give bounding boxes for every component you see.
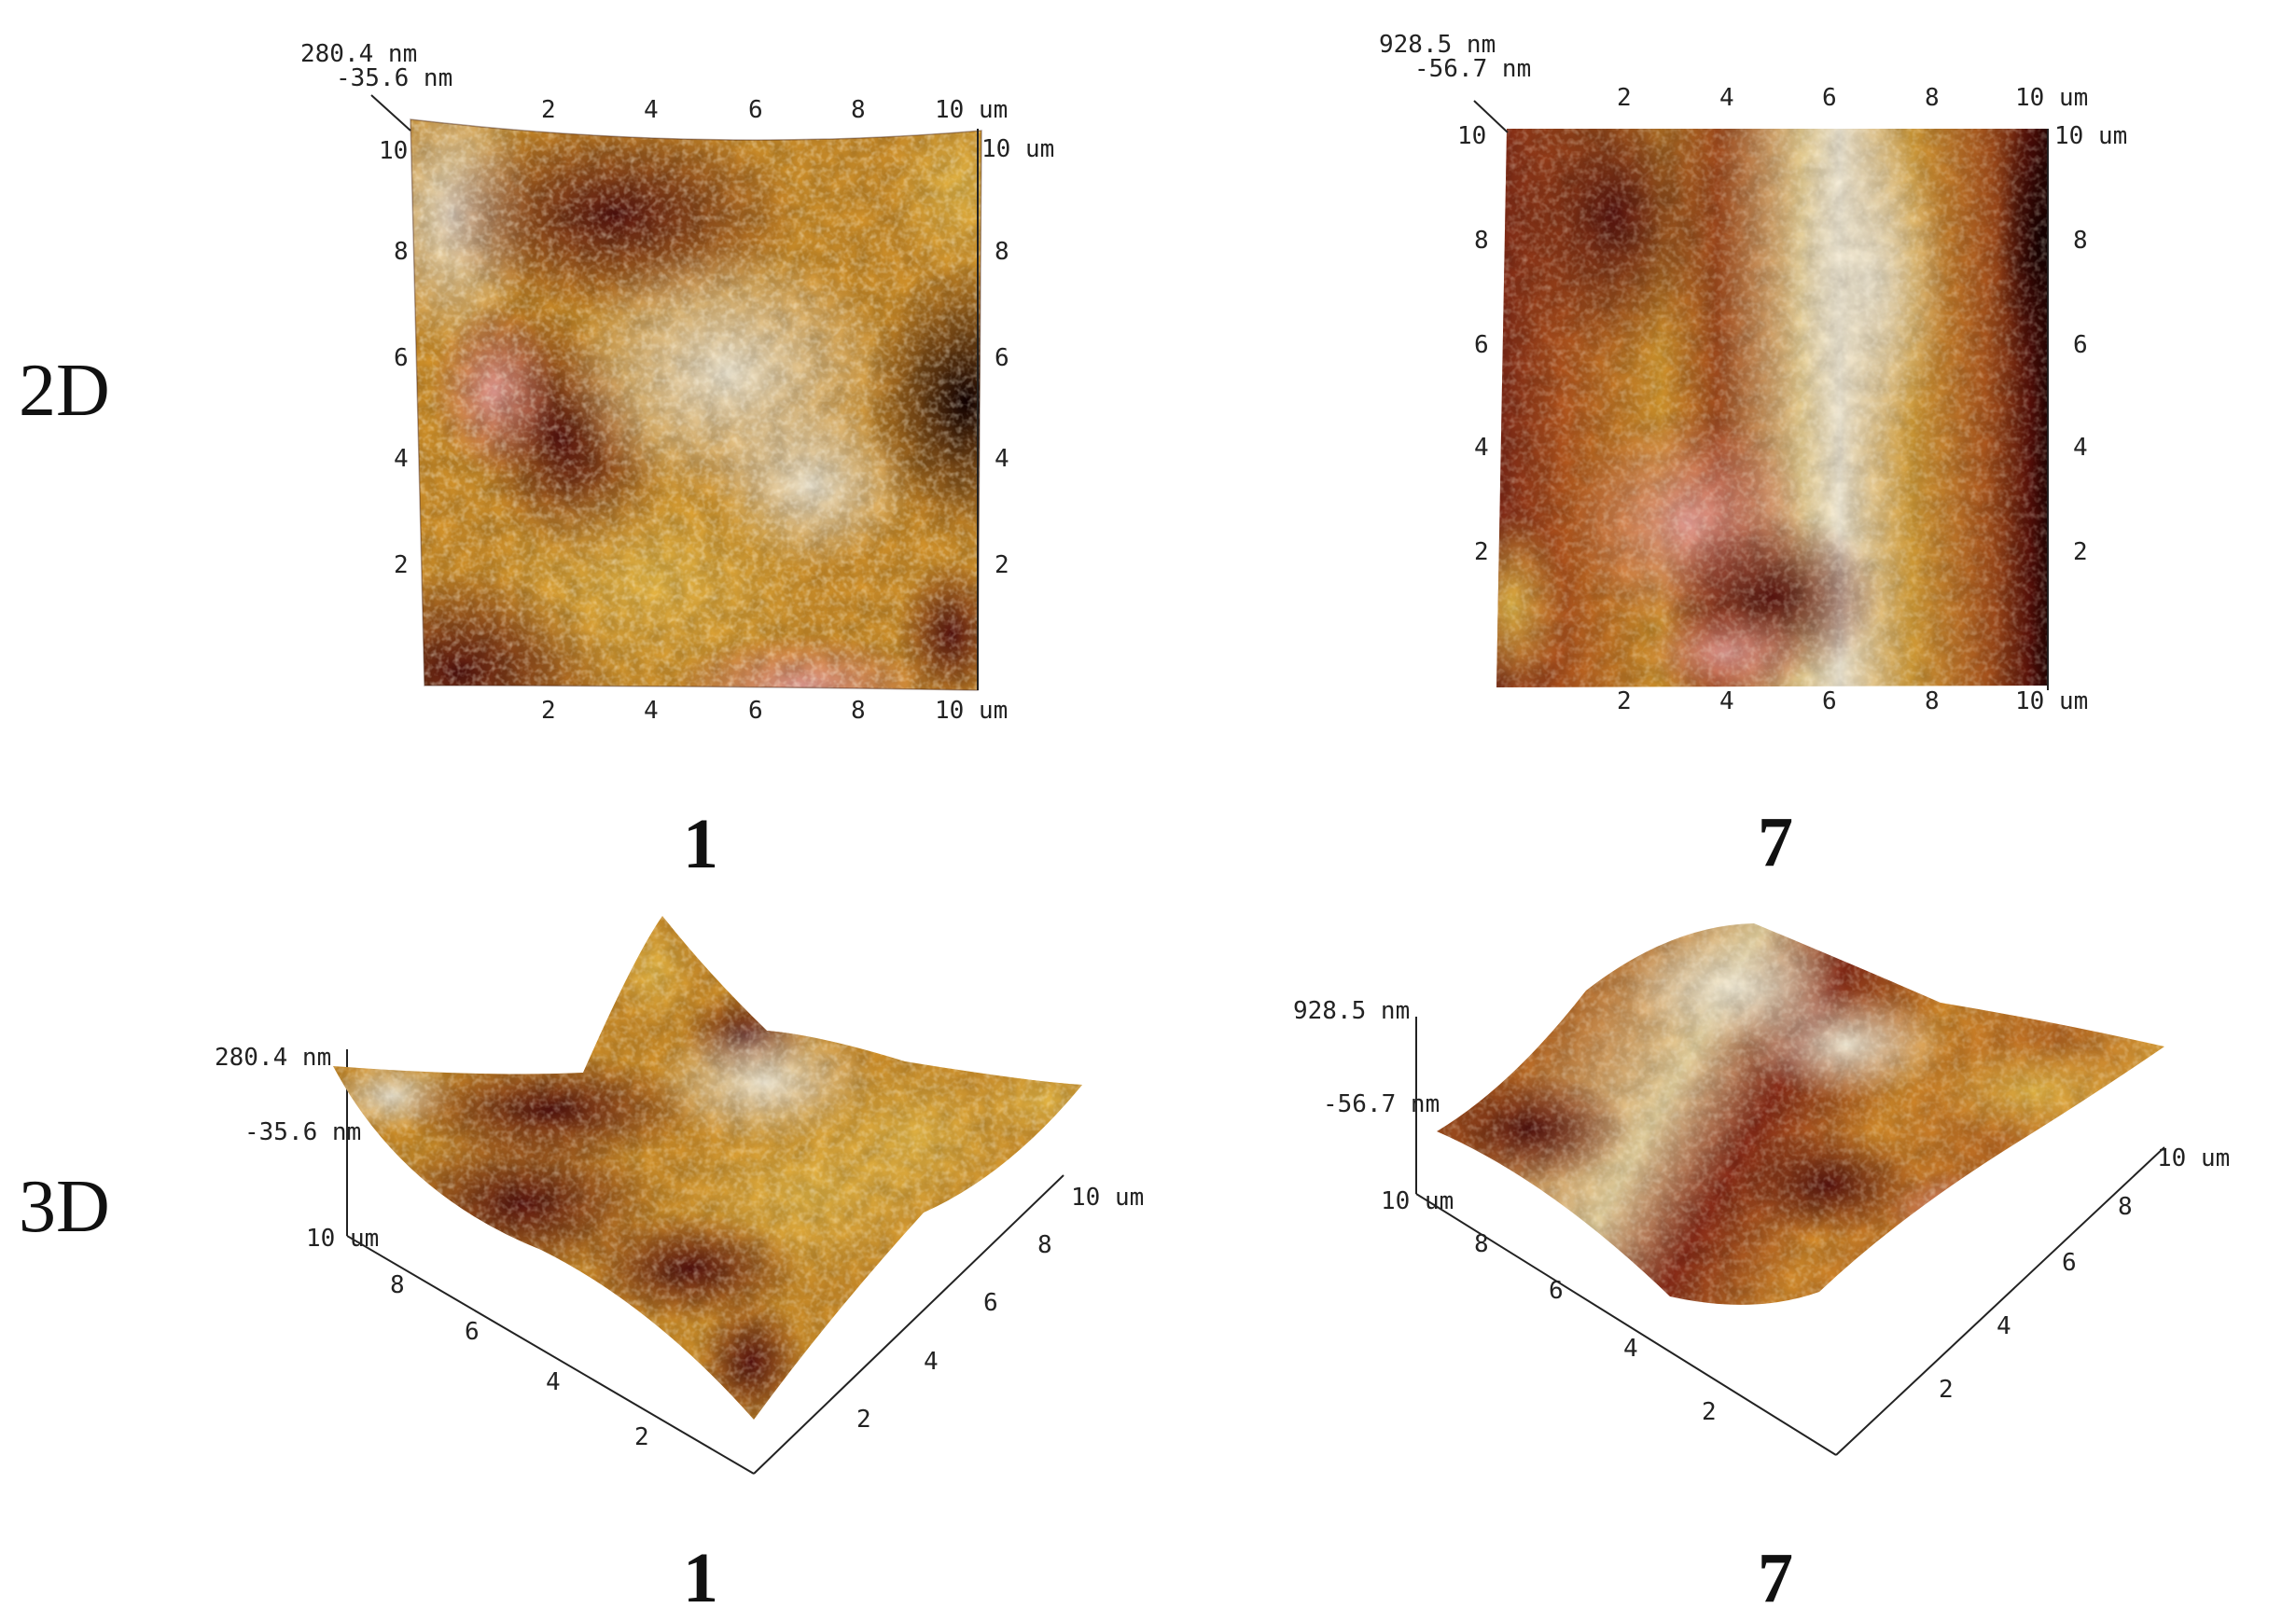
tick-label: 8 <box>1474 1230 1489 1258</box>
z-max-3d-7: 928.5 nm <box>1293 997 1410 1025</box>
right-axis-ticks-3d-1: 2 4 6 8 10 um <box>856 1184 1144 1434</box>
tick-label: 10 um <box>1071 1184 1144 1212</box>
tick-label: 8 <box>394 238 409 266</box>
tick-label: 6 <box>748 96 763 124</box>
z-min-3d-7: -56.7 nm <box>1323 1090 1440 1118</box>
tick-label: 2 <box>995 551 1009 579</box>
tick-label: 10 <box>1457 122 1486 150</box>
tick-label: 6 <box>995 344 1009 372</box>
tick-label: 8 <box>1925 84 1940 112</box>
tick-label: 2 <box>1702 1398 1717 1426</box>
tick-label: 6 <box>1822 687 1837 715</box>
tick-label: 4 <box>2073 434 2088 462</box>
tick-label: 10 <box>379 137 408 165</box>
right-ticks-2d-7: 2 4 6 8 10 um <box>2054 122 2127 566</box>
z-min-2d-1: -35.6 nm <box>336 64 452 92</box>
tick-label: 8 <box>2118 1193 2133 1221</box>
tick-label: 10 um <box>2015 687 2088 715</box>
z-max-2d-1: 280.4 nm <box>300 40 417 68</box>
right-ticks-2d-1: 2 4 6 8 10 um <box>981 135 1054 579</box>
tick-label: 2 <box>541 697 556 725</box>
tick-label: 10 um <box>935 96 1008 124</box>
tick-label: 6 <box>465 1318 480 1346</box>
tick-label: 6 <box>983 1289 998 1317</box>
bottom-ticks-2d-1: 2 4 6 8 10 um <box>541 697 1008 725</box>
right-axis-ticks-3d-7: 2 4 6 8 10 um <box>1939 1144 2230 1404</box>
axes-2d-1 <box>370 94 979 690</box>
left-ticks-2d-7: 2 4 6 8 10 <box>1457 122 1489 566</box>
afm-2d-image-1 <box>410 118 982 691</box>
tick-label: 8 <box>1925 687 1940 715</box>
z-min-2d-7: -56.7 nm <box>1414 55 1531 83</box>
tick-label: 10 um <box>2157 1144 2230 1172</box>
left-axis-ticks-3d-7: 2 4 6 8 10 um <box>1381 1187 1717 1426</box>
z-max-3d-1: 280.4 nm <box>215 1044 331 1072</box>
row-label-2d: 2D <box>19 350 110 432</box>
tick-label: 6 <box>1822 84 1837 112</box>
tick-label: 4 <box>644 96 659 124</box>
tick-label: 4 <box>1997 1312 2011 1340</box>
tick-label: 8 <box>1037 1231 1052 1259</box>
panel-label-3d-1: 1 <box>683 1539 718 1617</box>
tick-label: 8 <box>995 238 1009 266</box>
axes-3d-7 <box>1415 1017 2165 1456</box>
axes-2d-7 <box>1473 100 2049 690</box>
tick-label: 8 <box>2073 227 2088 255</box>
panel-label-2d-1: 1 <box>683 805 718 883</box>
afm-3d-image-1 <box>333 916 1082 1420</box>
tick-label: 2 <box>1617 84 1632 112</box>
panel-label-3d-7: 7 <box>1758 1539 1793 1617</box>
tick-label: 6 <box>1474 331 1489 359</box>
tick-label: 4 <box>1719 687 1734 715</box>
tick-label: 2 <box>541 96 556 124</box>
bottom-ticks-2d-7: 2 4 6 8 10 um <box>1617 687 2088 715</box>
panel-label-2d-7: 7 <box>1758 803 1793 881</box>
tick-label: 2 <box>2073 538 2088 566</box>
tick-label: 10 um <box>2015 84 2088 112</box>
tick-label: 4 <box>1719 84 1734 112</box>
tick-label: 10 um <box>306 1225 379 1253</box>
top-ticks-2d-7: 2 4 6 8 10 um <box>1617 84 2088 112</box>
tick-label: 4 <box>995 445 1009 473</box>
tick-label: 6 <box>2073 331 2088 359</box>
tick-label: 2 <box>1617 687 1632 715</box>
tick-label: 6 <box>394 344 409 372</box>
z-max-2d-7: 928.5 nm <box>1379 31 1496 59</box>
tick-label: 4 <box>394 445 409 473</box>
tick-label: 2 <box>1474 538 1489 566</box>
tick-label: 6 <box>748 697 763 725</box>
tick-label: 4 <box>1474 434 1489 462</box>
left-axis-ticks-3d-1: 2 4 6 8 10 um <box>306 1225 649 1451</box>
tick-label: 2 <box>1939 1376 1954 1404</box>
tick-label: 4 <box>924 1348 939 1376</box>
tick-label: 2 <box>856 1406 871 1434</box>
tick-label: 10 um <box>2054 122 2127 150</box>
tick-label: 8 <box>390 1271 405 1299</box>
row-label-3d: 3D <box>19 1166 110 1248</box>
tick-label: 6 <box>2062 1249 2077 1277</box>
afm-2d-image-7 <box>1496 129 2048 687</box>
tick-label: 8 <box>1474 227 1489 255</box>
tick-label: 4 <box>546 1368 561 1396</box>
tick-label: 2 <box>634 1423 649 1451</box>
tick-label: 8 <box>851 697 866 725</box>
tick-label: 6 <box>1549 1277 1564 1305</box>
tick-label: 2 <box>394 551 409 579</box>
z-min-3d-1: -35.6 nm <box>244 1118 361 1146</box>
tick-label: 4 <box>1623 1335 1638 1363</box>
tick-label: 10 um <box>935 697 1008 725</box>
left-ticks-2d-1: 2 4 6 8 10 <box>379 137 409 579</box>
tick-label: 10 um <box>981 135 1054 163</box>
tick-label: 4 <box>644 697 659 725</box>
tick-label: 8 <box>851 96 866 124</box>
tick-label: 10 um <box>1381 1187 1454 1215</box>
top-ticks-2d-1: 2 4 6 8 10 um <box>541 96 1008 124</box>
